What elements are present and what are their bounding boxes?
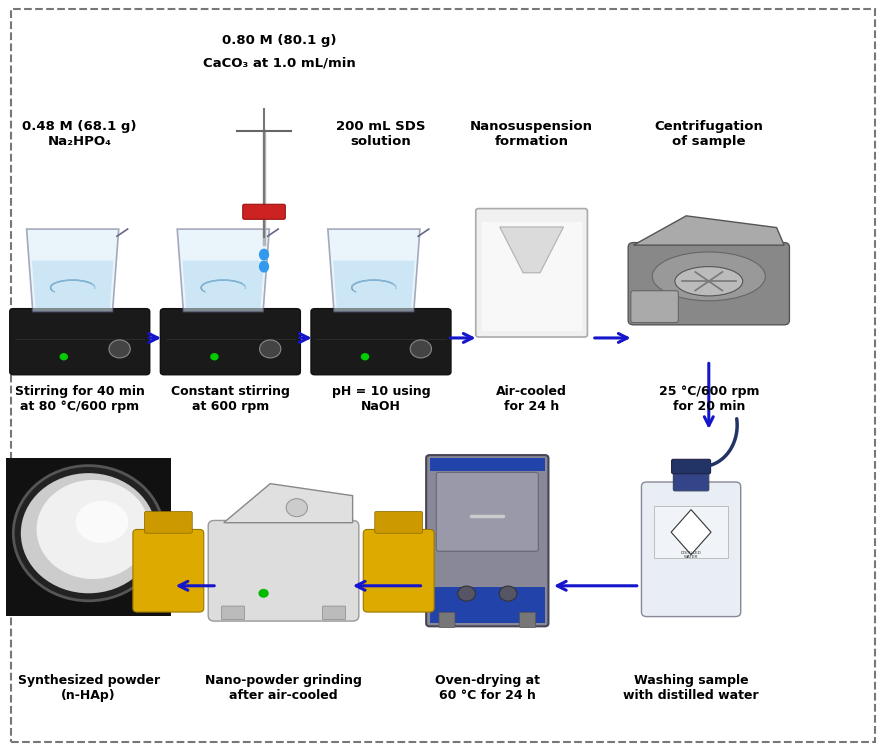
FancyBboxPatch shape (144, 511, 192, 533)
Polygon shape (500, 227, 563, 273)
Text: Synthesized powder
(n-HAp): Synthesized powder (n-HAp) (18, 674, 159, 702)
FancyBboxPatch shape (243, 204, 285, 219)
Text: DISTILLED
WATER: DISTILLED WATER (680, 550, 702, 559)
FancyBboxPatch shape (654, 506, 728, 558)
Text: Washing sample
with distilled water: Washing sample with distilled water (623, 674, 759, 702)
Polygon shape (177, 229, 269, 312)
FancyBboxPatch shape (375, 511, 423, 533)
FancyBboxPatch shape (5, 458, 171, 616)
Text: Stirring for 40 min
at 80 °C/600 rpm: Stirring for 40 min at 80 °C/600 rpm (15, 385, 144, 412)
FancyBboxPatch shape (628, 243, 789, 324)
Polygon shape (633, 216, 784, 245)
Circle shape (458, 586, 476, 601)
FancyBboxPatch shape (476, 209, 587, 337)
Ellipse shape (675, 267, 742, 296)
FancyBboxPatch shape (208, 520, 359, 621)
Text: Centrifugation
of sample: Centrifugation of sample (655, 120, 763, 148)
Ellipse shape (75, 501, 128, 543)
Text: Oven-drying at
60 °C for 24 h: Oven-drying at 60 °C for 24 h (435, 674, 540, 702)
FancyBboxPatch shape (160, 309, 300, 375)
FancyBboxPatch shape (222, 606, 245, 620)
Ellipse shape (260, 261, 268, 272)
FancyBboxPatch shape (673, 468, 709, 491)
Circle shape (260, 340, 281, 358)
Ellipse shape (36, 480, 150, 579)
Circle shape (410, 340, 431, 358)
Text: 0.48 M (68.1 g)
Na₂HPO₄: 0.48 M (68.1 g) Na₂HPO₄ (22, 120, 137, 148)
Polygon shape (27, 229, 119, 312)
Text: 25 °C/600 rpm
for 20 min: 25 °C/600 rpm for 20 min (658, 385, 759, 412)
FancyBboxPatch shape (631, 291, 679, 323)
FancyBboxPatch shape (10, 309, 150, 375)
Circle shape (211, 354, 218, 360)
Text: Nano-powder grinding
after air-cooled: Nano-powder grinding after air-cooled (205, 674, 362, 702)
Text: CaCO₃ at 1.0 mL/min: CaCO₃ at 1.0 mL/min (203, 56, 355, 69)
Ellipse shape (20, 473, 157, 593)
FancyBboxPatch shape (482, 222, 581, 331)
FancyBboxPatch shape (641, 482, 741, 617)
Circle shape (361, 354, 369, 360)
Ellipse shape (13, 466, 164, 601)
Ellipse shape (260, 249, 268, 260)
Polygon shape (32, 261, 113, 308)
Text: Constant stirring
at 600 rpm: Constant stirring at 600 rpm (171, 385, 290, 412)
Polygon shape (328, 229, 420, 312)
FancyBboxPatch shape (519, 612, 535, 627)
FancyBboxPatch shape (133, 529, 204, 612)
FancyBboxPatch shape (439, 612, 455, 627)
Circle shape (286, 499, 307, 517)
Text: Nanosuspension
formation: Nanosuspension formation (470, 120, 593, 148)
Circle shape (109, 340, 130, 358)
FancyBboxPatch shape (363, 529, 434, 612)
Text: pH = 10 using
NaOH: pH = 10 using NaOH (331, 385, 431, 412)
Circle shape (60, 354, 67, 360)
FancyBboxPatch shape (311, 309, 451, 375)
FancyBboxPatch shape (426, 455, 548, 626)
Circle shape (259, 590, 268, 597)
Ellipse shape (652, 252, 766, 300)
Polygon shape (183, 261, 264, 308)
Polygon shape (333, 261, 415, 308)
FancyBboxPatch shape (430, 458, 545, 472)
FancyBboxPatch shape (430, 587, 545, 623)
Polygon shape (672, 510, 711, 555)
Circle shape (499, 586, 517, 601)
FancyBboxPatch shape (436, 472, 539, 551)
Text: 200 mL SDS
solution: 200 mL SDS solution (336, 120, 426, 148)
FancyBboxPatch shape (323, 606, 346, 620)
FancyBboxPatch shape (672, 460, 711, 474)
Polygon shape (223, 484, 353, 523)
Text: Air-cooled
for 24 h: Air-cooled for 24 h (496, 385, 567, 412)
Text: 0.80 M (80.1 g): 0.80 M (80.1 g) (222, 34, 337, 47)
